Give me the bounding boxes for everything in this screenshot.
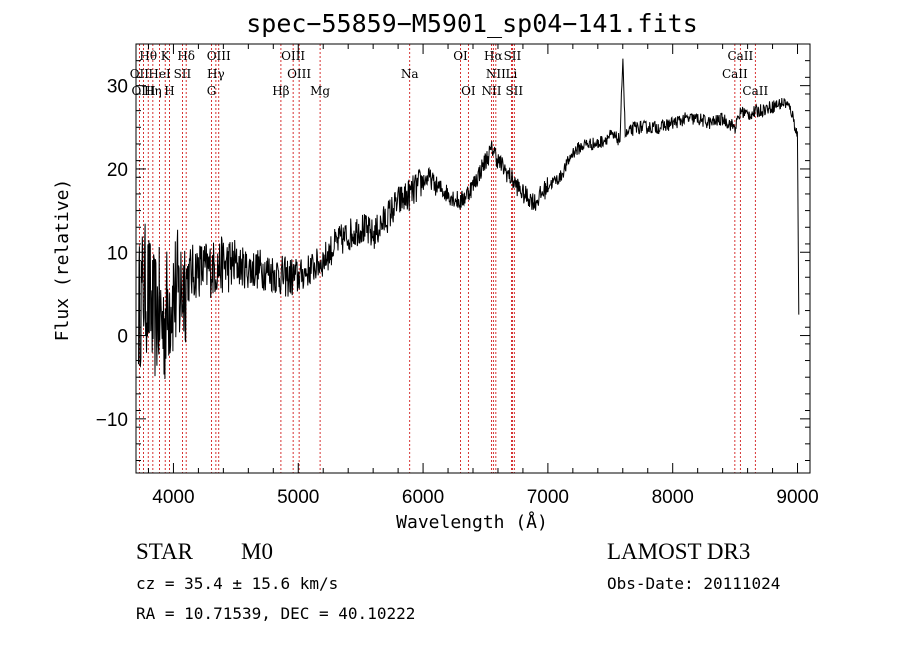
spectral-line-label: Mg — [310, 84, 330, 98]
y-axis-label: Flux (relative) — [52, 179, 73, 342]
survey-name: LAMOST DR3 — [607, 539, 751, 564]
spectral-line-label: CaII — [722, 67, 748, 81]
chart-title: spec−55859−M5901_sp04−141.fits — [246, 9, 698, 38]
spectral-line-label: SII — [505, 84, 523, 98]
x-tick-label: 6000 — [402, 487, 444, 508]
object-class: STAR — [136, 539, 193, 564]
spectral-line-label: CaII — [727, 49, 753, 63]
y-tick-label: −10 — [96, 410, 128, 431]
spectral-line-label: CaII — [742, 84, 768, 98]
spectral-line-label: NII — [481, 84, 501, 98]
spectral-line-label: Na — [401, 67, 419, 81]
spectral-line-label: SII — [174, 67, 192, 81]
x-tick-label: 8000 — [652, 487, 694, 508]
spectral-line-label: HeI — [148, 67, 171, 81]
y-tick-label: 10 — [107, 243, 128, 264]
spectral-line-label: Li — [506, 67, 518, 81]
x-tick-label: 4000 — [152, 487, 194, 508]
spectral-line-label: K — [161, 49, 171, 63]
spectral-line-label: SII — [504, 49, 522, 63]
spectral-line-label: OI — [461, 84, 476, 98]
spectral-line-label: Hθ — [139, 49, 157, 63]
spectral-line-label: Hη — [144, 84, 162, 98]
spectral-line-label: OIII — [287, 67, 311, 81]
x-tick-label: 7000 — [527, 487, 569, 508]
object-subclass: M0 — [241, 539, 273, 564]
spectral-line-label: OIII — [281, 49, 305, 63]
x-axis-ticks: 4000 5000 6000 7000 8000 9000 — [147, 44, 819, 508]
x-axis-label: Wavelength (Å) — [396, 511, 548, 533]
x-tick-label: 5000 — [277, 487, 319, 508]
spectral-line-label: NII — [486, 67, 506, 81]
redshift-velocity: cz = 35.4 ± 15.6 km/s — [136, 574, 339, 593]
y-tick-label: 20 — [107, 160, 128, 181]
y-tick-label: 0 — [117, 327, 128, 348]
spectral-line-label: OII — [130, 67, 150, 81]
flux-series-line — [138, 58, 800, 380]
spectral-line-label: Hδ — [177, 49, 195, 63]
spectral-line-markers — [138, 44, 756, 473]
y-axis-ticks: −10 0 10 20 30 — [96, 43, 810, 462]
spectral-line-label: Hβ — [272, 84, 289, 98]
sky-coordinates: RA = 10.71539, DEC = 40.10222 — [136, 604, 416, 623]
spectral-line-label: H — [164, 84, 174, 98]
spectral-line-label: OI — [453, 49, 468, 63]
spectral-line-label: Hα — [484, 49, 503, 63]
spectral-line-label: OIII — [131, 84, 155, 98]
x-tick-label: 9000 — [776, 487, 818, 508]
spectral-line-label: G — [207, 84, 217, 98]
y-tick-label: 30 — [107, 77, 128, 98]
spectral-line-label: Hγ — [207, 67, 225, 81]
observation-date: Obs-Date: 20111024 — [607, 574, 781, 593]
spectral-line-label: OIII — [207, 49, 231, 63]
